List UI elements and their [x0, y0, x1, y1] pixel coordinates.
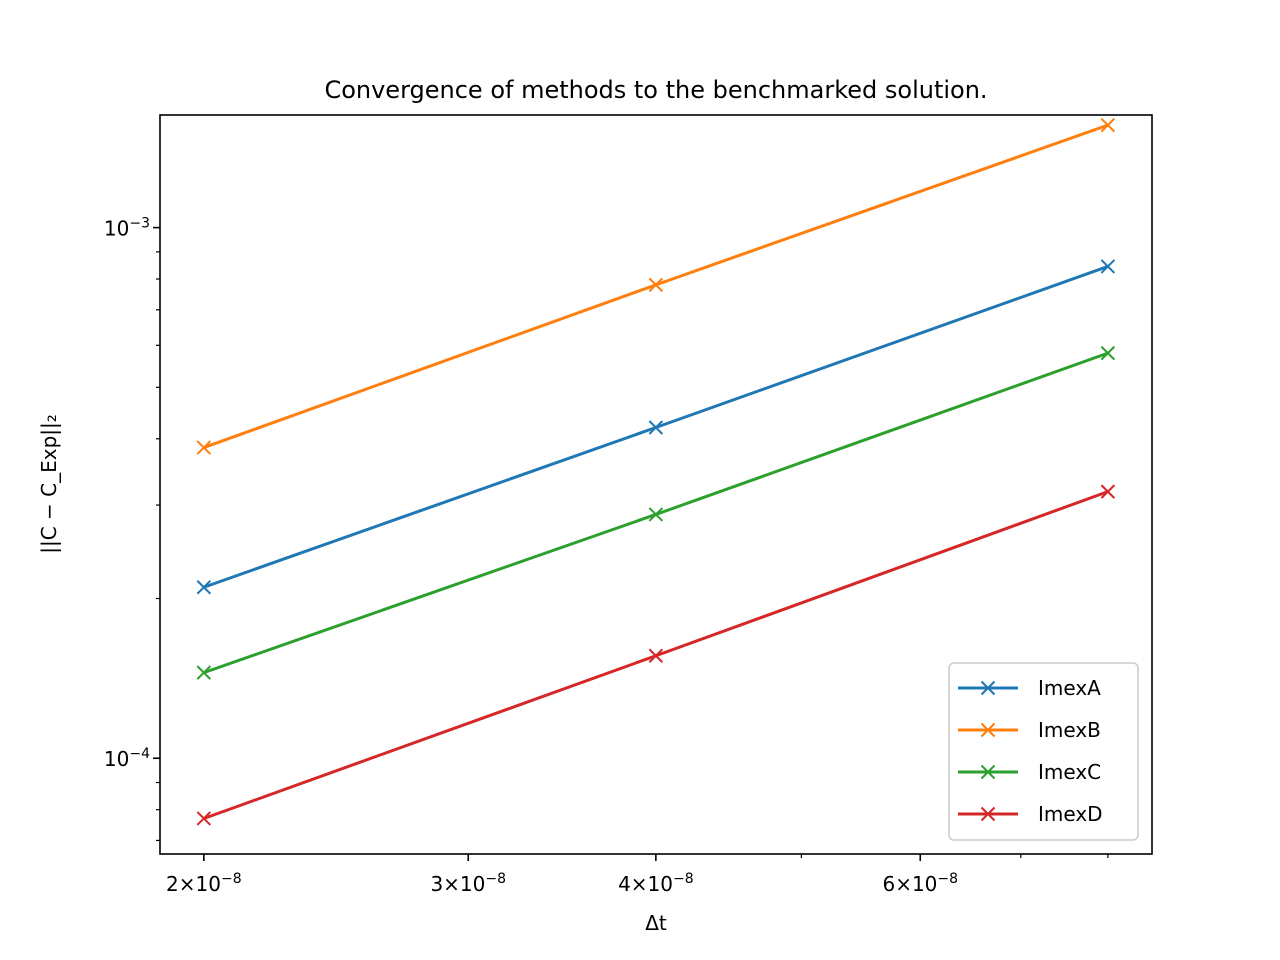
- data-point-ImexC-2-stroke-b: [1100, 345, 1116, 361]
- data-point-ImexA-1: [648, 420, 664, 435]
- legend: ImexA ImexB ImexC ImexD: [948, 662, 1139, 841]
- data-point-ImexB-1: [648, 277, 664, 293]
- x-tick-label-3: 6×10−8: [882, 871, 958, 896]
- data-point-ImexC-0-stroke-b: [196, 665, 212, 680]
- data-point-ImexA-2-stroke-b: [1100, 259, 1116, 274]
- data-point-ImexC-1-stroke-b: [648, 507, 664, 522]
- x-tick-label-1: 3×10−8: [430, 871, 506, 896]
- legend-marker-ImexA: [980, 680, 996, 696]
- data-point-ImexD-0: [196, 811, 212, 826]
- plot-area: [196, 117, 1116, 826]
- legend-marker-ImexD: [980, 806, 996, 822]
- data-point-ImexA-2: [1100, 259, 1116, 274]
- data-point-ImexB-0: [196, 440, 212, 455]
- data-point-ImexA-0-stroke-b: [196, 580, 212, 595]
- data-point-ImexD-1-stroke-b: [648, 648, 664, 663]
- legend-label-ImexC: ImexC: [1038, 760, 1101, 784]
- legend-marker-ImexA-stroke-b: [980, 680, 996, 696]
- legend-label-ImexD: ImexD: [1038, 802, 1103, 826]
- y-tick-label-1: 10−4: [104, 746, 150, 771]
- legend-entry-ImexD: ImexD: [958, 802, 1103, 826]
- data-point-ImexB-2-stroke-b: [1100, 117, 1116, 133]
- legend-label-ImexB: ImexB: [1038, 718, 1101, 742]
- legend-marker-ImexC-stroke-b: [980, 764, 996, 780]
- legend-marker-ImexD-stroke-b: [980, 806, 996, 822]
- y-tick-label-0: 10−3: [104, 216, 150, 241]
- legend-entry-ImexC: ImexC: [958, 760, 1101, 784]
- series-ImexA: [196, 259, 1116, 595]
- x-axis: 2×10−8 3×10−8 4×10−8 6×10−8: [166, 854, 1109, 896]
- x-axis-label: Δt: [645, 911, 667, 935]
- x-tick-label-0: 2×10−8: [166, 871, 242, 896]
- data-point-ImexD-2: [1100, 484, 1116, 499]
- y-axis-label: ||C − C_Exp||₂: [37, 414, 61, 554]
- legend-entry-ImexA: ImexA: [958, 676, 1101, 700]
- x-tick-label-2: 4×10−8: [618, 871, 694, 896]
- legend-box: [948, 662, 1139, 841]
- legend-marker-ImexB-stroke-b: [980, 722, 996, 738]
- data-point-ImexB-2: [1100, 117, 1116, 133]
- data-point-ImexC-2: [1100, 345, 1116, 361]
- series-ImexB: [196, 117, 1116, 455]
- data-point-ImexA-1-stroke-b: [648, 420, 664, 435]
- chart-title: Convergence of methods to the benchmarke…: [324, 76, 987, 104]
- legend-label-ImexA: ImexA: [1038, 676, 1101, 700]
- legend-marker-ImexB: [980, 722, 996, 738]
- data-point-ImexB-0-stroke-b: [196, 440, 212, 455]
- y-axis-label-text: ||C − C_Exp||₂: [37, 414, 61, 554]
- series-ImexD: [196, 484, 1116, 826]
- legend-marker-ImexC: [980, 764, 996, 780]
- series-ImexC: [196, 345, 1116, 680]
- data-point-ImexC-0: [196, 665, 212, 680]
- data-point-ImexD-0-stroke-b: [196, 811, 212, 826]
- data-point-ImexC-1: [648, 507, 664, 522]
- y-axis: 10−3 10−4: [104, 216, 160, 842]
- data-point-ImexB-1-stroke-b: [648, 277, 664, 293]
- data-point-ImexA-0: [196, 580, 212, 595]
- data-point-ImexD-2-stroke-b: [1100, 484, 1116, 499]
- data-point-ImexD-1: [648, 648, 664, 663]
- legend-entry-ImexB: ImexB: [958, 718, 1101, 742]
